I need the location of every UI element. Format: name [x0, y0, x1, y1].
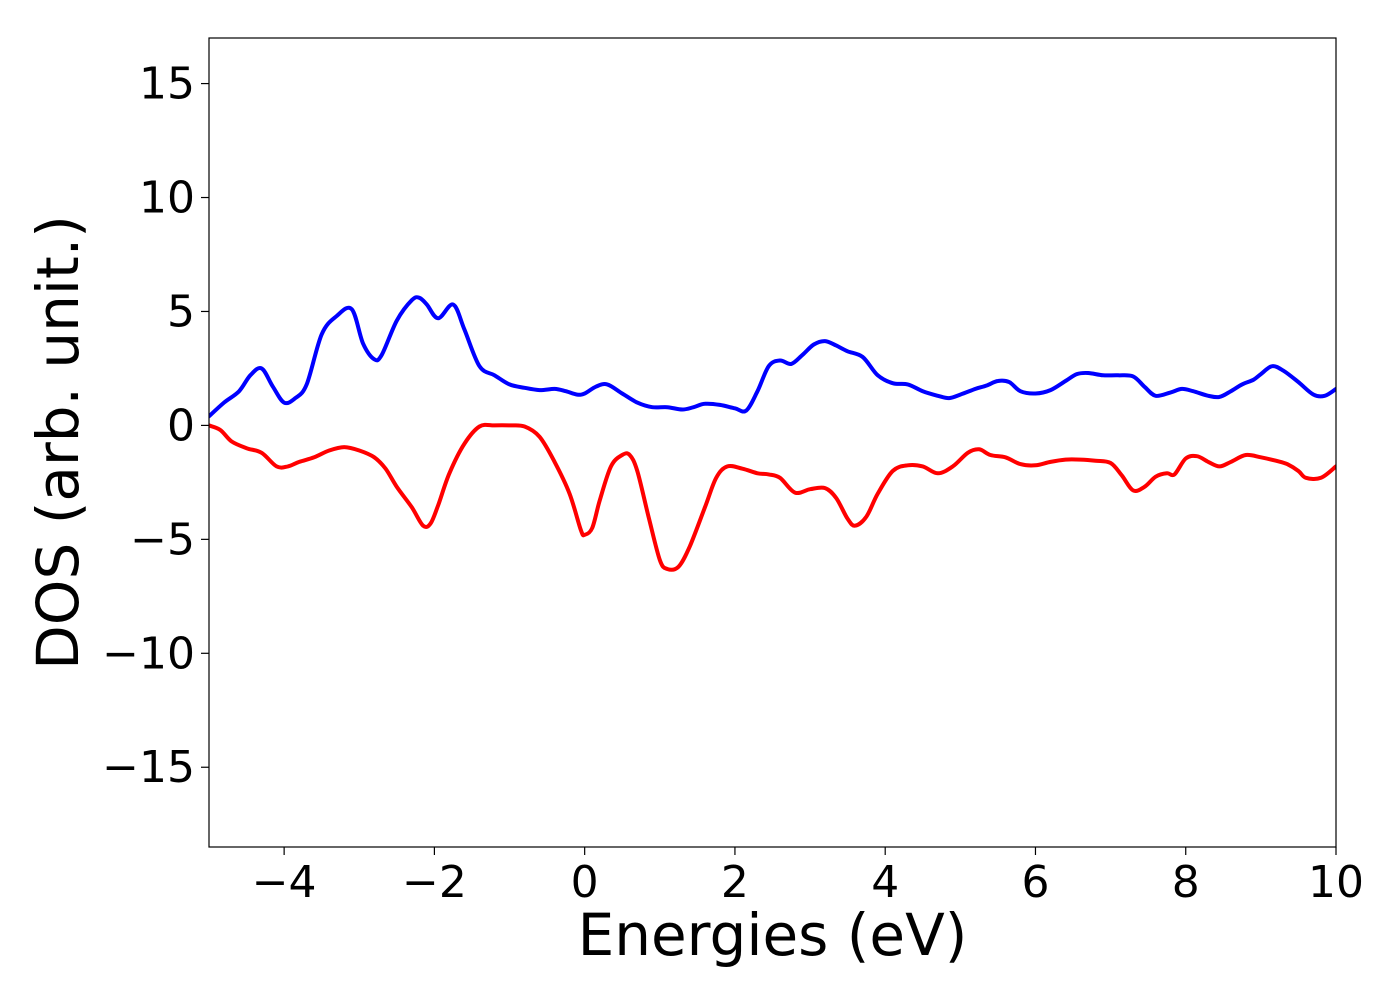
tick-layer: −4 −2 0 2 4 6 8 10 15 10 5 0 −5 −10 −15 [102, 59, 1364, 908]
y-axis-title: DOS (arb. unit.) [24, 215, 92, 670]
y-tick-label: −5 [130, 514, 195, 565]
x-tick-label: 0 [571, 857, 599, 908]
x-tick-label: 8 [1172, 857, 1200, 908]
y-tick-label: 10 [139, 173, 195, 224]
x-tick-label: 2 [721, 857, 749, 908]
y-tick-label: 0 [167, 400, 195, 451]
x-tick-label: 10 [1308, 857, 1364, 908]
x-tick-label: −4 [252, 857, 317, 908]
x-axis-title: Energies (eV) [578, 901, 968, 969]
series-line-spin-up [209, 295, 1336, 419]
plot-frame [208, 37, 1337, 848]
x-tick-label: 4 [871, 857, 899, 908]
y-tick-label: −15 [102, 742, 195, 793]
y-tick-label: 5 [167, 286, 195, 337]
series-layer [209, 295, 1336, 572]
x-tick-label: 6 [1021, 857, 1049, 908]
y-tick-label: 15 [139, 59, 195, 110]
y-tick-label: −10 [102, 628, 195, 679]
series-line-spin-down [209, 422, 1336, 572]
x-tick-label: −2 [402, 857, 467, 908]
